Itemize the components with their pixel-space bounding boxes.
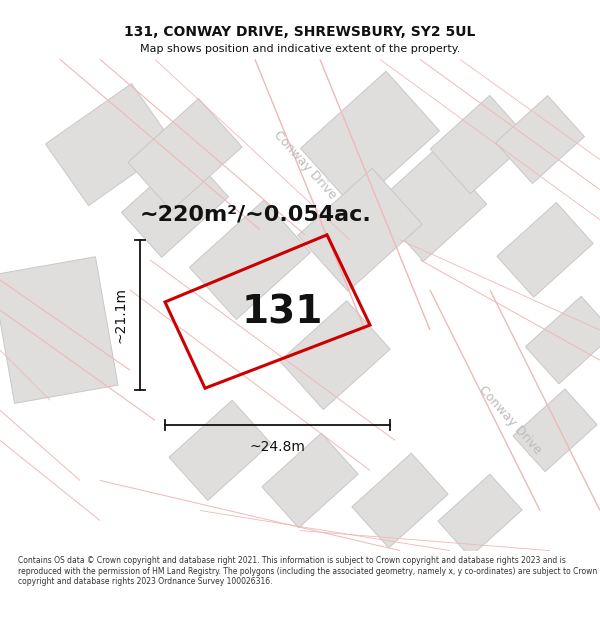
Polygon shape xyxy=(438,474,522,557)
Polygon shape xyxy=(526,296,600,384)
Text: ~220m²/~0.054ac.: ~220m²/~0.054ac. xyxy=(139,205,371,225)
Polygon shape xyxy=(190,200,311,319)
Text: ~21.1m: ~21.1m xyxy=(113,287,127,343)
Polygon shape xyxy=(513,389,597,472)
Polygon shape xyxy=(255,59,430,330)
Polygon shape xyxy=(280,301,390,409)
Polygon shape xyxy=(121,152,229,258)
Polygon shape xyxy=(298,168,422,291)
Polygon shape xyxy=(262,433,358,528)
Text: Conway Drive: Conway Drive xyxy=(271,128,339,201)
Polygon shape xyxy=(430,290,600,511)
Polygon shape xyxy=(496,96,584,184)
Text: Map shows position and indicative extent of the property.: Map shows position and indicative extent… xyxy=(140,44,460,54)
Text: 131: 131 xyxy=(241,294,322,331)
Text: 131, CONWAY DRIVE, SHREWSBURY, SY2 5UL: 131, CONWAY DRIVE, SHREWSBURY, SY2 5UL xyxy=(124,26,476,39)
Text: Contains OS data © Crown copyright and database right 2021. This information is : Contains OS data © Crown copyright and d… xyxy=(18,556,597,586)
Text: ~24.8m: ~24.8m xyxy=(250,441,305,454)
Polygon shape xyxy=(128,99,242,211)
Polygon shape xyxy=(46,84,175,206)
Polygon shape xyxy=(301,71,439,208)
Polygon shape xyxy=(169,400,271,501)
Polygon shape xyxy=(373,148,487,261)
Polygon shape xyxy=(430,96,530,194)
Polygon shape xyxy=(0,257,118,403)
Polygon shape xyxy=(497,202,593,297)
Polygon shape xyxy=(352,453,448,548)
Text: Conway Drive: Conway Drive xyxy=(476,384,544,457)
